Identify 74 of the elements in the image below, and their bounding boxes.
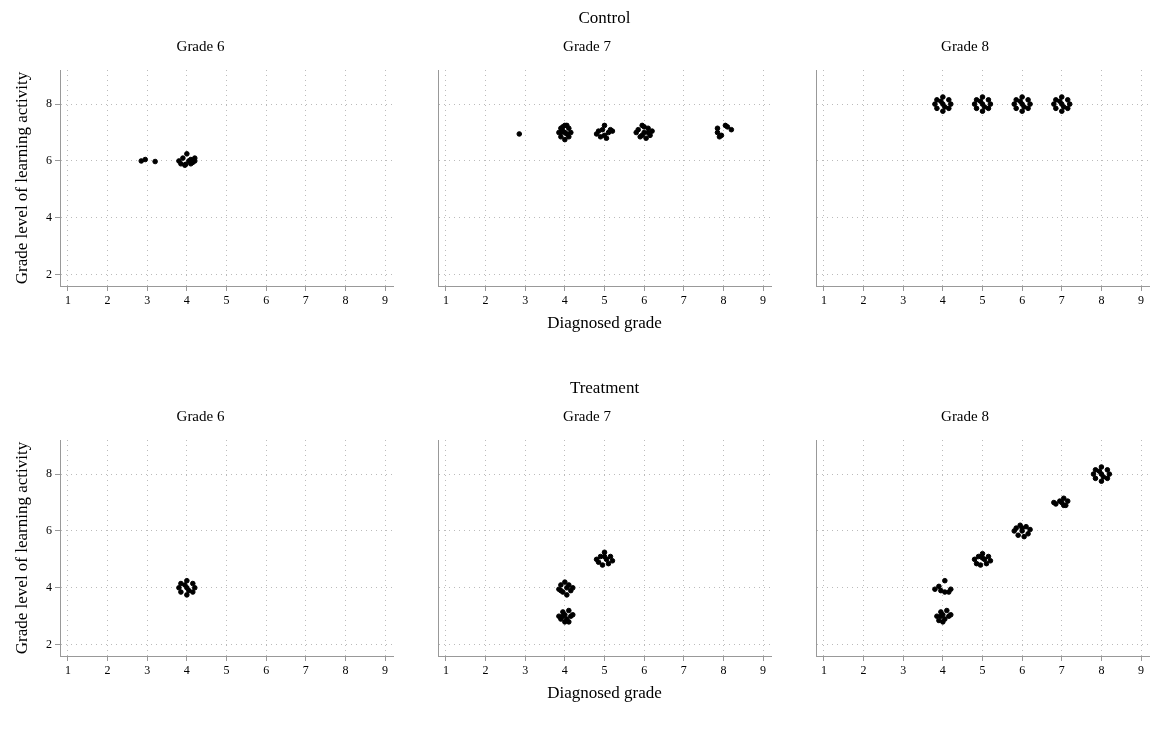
chart-title: Grade 7 [563,407,612,424]
x-tick-label: 9 [382,293,389,308]
x-tick-label: 5 [979,663,986,678]
chart-title: Grade 8 [941,407,989,424]
x-tick-label: 3 [900,293,907,308]
y-tick-label: 6 [46,523,52,538]
x-axis-title: Diagnosed grade [547,683,662,703]
x-tick-label: 4 [561,293,568,308]
x-tick-label: 9 [1138,663,1145,678]
chart-title: Grade 6 [176,37,225,54]
x-tick-label: 7 [680,663,687,678]
x-tick-label: 1 [820,663,827,678]
x-tick-label: 4 [939,293,946,308]
text: Treatment [569,377,640,397]
x-tick-label: 9 [382,663,389,678]
x-tick-label: 2 [860,293,867,308]
x-tick-label: 3 [144,293,151,308]
x-tick-label: 4 [561,663,568,678]
x-tick-label: 8 [342,293,349,308]
x-tick-label: 2 [104,293,111,308]
x-tick-label: 6 [1019,293,1026,308]
y-tick-label: 8 [46,96,52,111]
x-tick-label: 7 [1058,663,1065,678]
x-tick-label: 3 [900,663,907,678]
x-tick-label: 9 [760,663,767,678]
x-tick-label: 2 [482,293,489,308]
x-tick-label: 6 [641,293,648,308]
x-tick-label: 2 [860,663,867,678]
x-tick-label: 7 [680,293,687,308]
chart-title: Grade 6 [176,407,225,424]
y-tick-label: 4 [46,579,52,594]
x-tick-label: 6 [641,663,648,678]
x-tick-label: 8 [720,293,727,308]
x-tick-label: 5 [601,663,608,678]
x-tick-label: 4 [939,663,946,678]
x-tick-label: 5 [601,293,608,308]
x-tick-label: 4 [183,663,190,678]
x-tick-label: 3 [144,663,151,678]
y-axis-title: Grade level of learning activity [11,441,31,655]
y-axis-title: Grade level of learning activity [11,71,31,285]
x-tick-label: 5 [223,663,230,678]
y-tick-label: 2 [46,636,52,651]
y-tick-label: 2 [46,266,52,281]
x-tick-label: 1 [442,663,449,678]
y-tick-label: 6 [46,153,52,168]
x-axis-title: Diagnosed grade [547,313,662,333]
y-tick-label: 8 [46,466,52,481]
x-tick-label: 2 [482,663,489,678]
x-tick-label: 5 [223,293,230,308]
x-tick-label: 8 [1098,663,1105,678]
x-tick-label: 1 [64,293,71,308]
x-tick-label: 5 [979,293,986,308]
x-tick-label: 3 [522,293,529,308]
chart-title: Grade 8 [941,37,989,54]
x-tick-label: 9 [1138,293,1145,308]
y-tick-label: 4 [46,209,52,224]
x-tick-label: 9 [760,293,767,308]
x-tick-label: 2 [104,663,111,678]
x-tick-label: 8 [720,663,727,678]
x-tick-label: 8 [342,663,349,678]
x-tick-label: 1 [820,293,827,308]
x-tick-label: 8 [1098,293,1105,308]
x-tick-label: 4 [183,293,190,308]
x-tick-label: 1 [442,293,449,308]
x-tick-label: 6 [263,663,270,678]
x-tick-label: 7 [302,663,309,678]
x-tick-label: 3 [522,663,529,678]
x-tick-label: 6 [263,293,270,308]
chart-title: Grade 7 [563,37,612,54]
text: Control [578,7,631,27]
x-tick-label: 6 [1019,663,1026,678]
x-tick-label: 7 [1058,293,1065,308]
x-tick-label: 1 [64,663,71,678]
x-tick-label: 7 [302,293,309,308]
